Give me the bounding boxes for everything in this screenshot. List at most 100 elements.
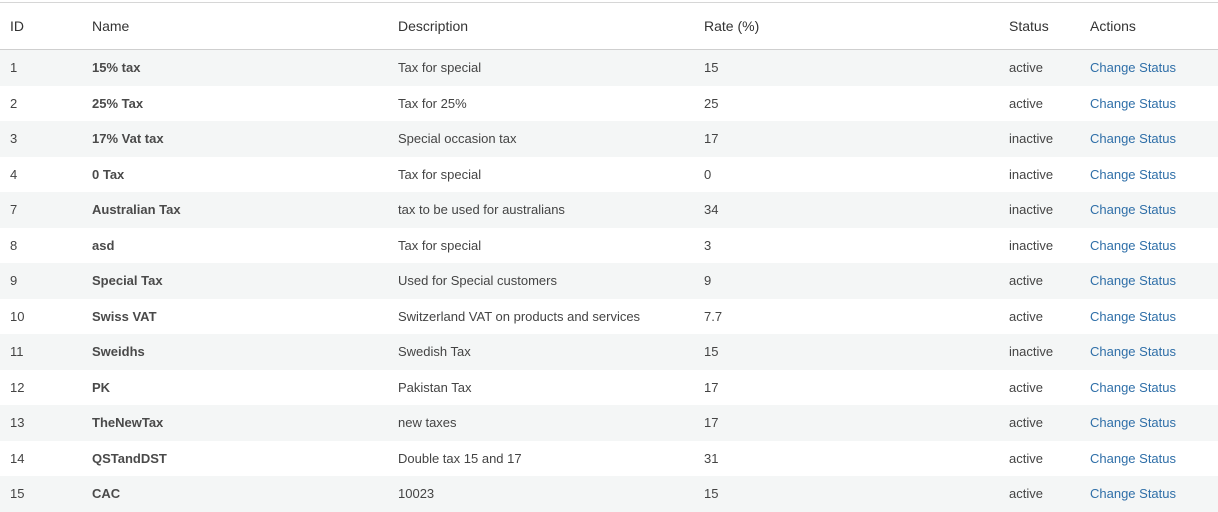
description-cell: Special occasion tax [388,121,694,157]
description-cell: Double tax 15 and 17 [398,450,522,466]
actions-cell: Change Status [1080,476,1218,512]
name-cell: Sweidhs [82,334,388,370]
rate-cell: 25 [704,95,719,111]
rate-cell: 17 [694,121,999,157]
status-cell: active [1009,379,1043,395]
actions-cell: Change Status [1080,370,1218,406]
name-cell: 25% Tax [92,95,144,111]
change-status-link[interactable]: Change Status [1090,166,1177,182]
status-cell: active [999,405,1080,441]
change-status-link[interactable]: Change Status [1090,415,1177,431]
description-cell: new taxes [388,405,694,441]
name-cell: 0 Tax [92,166,125,182]
rate-cell: 0 [704,166,712,182]
name-cell: asd [92,237,115,253]
table-row: 1 15% tax Tax for special 15 active Change St… [0,49,1218,86]
status-cell: active [1009,450,1043,466]
actions-cell: Change Status [1080,334,1218,370]
column-header: Actions [1080,3,1218,50]
actions-cell: Change Status [1080,405,1218,441]
column-header: Name [82,3,388,50]
change-status-link[interactable]: Change Status [1090,379,1177,395]
name-cell: QSTandDST [92,450,167,466]
rate-cell: 34 [694,192,999,228]
change-status-link[interactable]: Change Status [1090,450,1177,466]
id-cell: 14 [10,450,25,466]
column-header: Description [388,3,694,50]
change-status-link[interactable]: Change Status [1090,95,1177,111]
id-cell: 2 [10,95,18,111]
rate-cell: 9 [694,263,999,299]
id-cell: 15 [0,476,82,512]
column-header: ID [0,3,82,50]
table-row: 14 QSTandDST Double tax 15 and 17 31 active C… [0,441,1218,477]
table-row: 11 Sweidhs Swedish Tax 15 inactive Change Sta… [0,334,1218,370]
rate-cell: 15 [694,49,999,86]
rate-cell: 7.7 [704,308,723,324]
table-row: 2 25% Tax Tax for 25% 25 active Change Status [0,86,1218,122]
description-cell: 10023 [388,476,694,512]
description-cell: tax to be used for australians [388,192,694,228]
table-row: 13 TheNewTax new taxes 17 active Change Statu… [0,405,1218,441]
change-status-link[interactable]: Change Status [1090,237,1177,253]
name-cell: PK [92,379,111,395]
table-row: 9 Special Tax Used for Special customers 9 a… [0,263,1218,299]
id-cell: 8 [10,237,18,253]
name-cell: Swiss VAT [92,308,157,324]
status-cell: active [1009,95,1043,111]
id-cell: 4 [10,166,18,182]
description-cell: Tax for special [388,49,694,86]
description-cell: Swedish Tax [388,334,694,370]
tax-table: ID Name Description Rate (%) Status Actions 1… [0,3,1218,512]
name-cell: Special Tax [82,263,388,299]
rate-cell: 15 [694,334,999,370]
id-cell: 11 [0,334,82,370]
status-cell: active [999,476,1080,512]
rate-cell: 17 [694,405,999,441]
status-cell: inactive [1009,237,1054,253]
status-cell: active [999,263,1080,299]
name-cell: Australian Tax [82,192,388,228]
table-row: 4 0 Tax Tax for special 0 inactive Change Sta… [0,157,1218,193]
name-cell: 15% tax [82,49,388,86]
actions-cell: Change Status [1080,299,1218,335]
id-cell: 1 [0,49,82,86]
id-cell: 7 [0,192,82,228]
status-cell: inactive [999,334,1080,370]
change-status-link[interactable]: Change Status [1090,486,1177,502]
id-cell: 12 [10,379,25,395]
actions-cell: Change Status [1080,192,1218,228]
description-cell: Switzerland VAT on products and services [398,308,641,324]
id-cell: 3 [0,121,82,157]
table-row: 15 CAC 10023 15 active Change Status [0,476,1218,512]
description-cell: Pakistan Tax [398,379,472,395]
name-cell: 17% Vat tax [82,121,388,157]
actions-cell: Change Status [1080,157,1218,193]
change-status-link[interactable]: Change Status [1090,131,1177,147]
change-status-link[interactable]: Change Status [1090,202,1177,218]
rate-cell: 31 [704,450,719,466]
table-row: 3 17% Vat tax Special occasion tax 17 inacti… [0,121,1218,157]
rate-cell: 17 [704,379,719,395]
actions-cell: Change Status [1080,263,1218,299]
status-cell: active [1009,308,1043,324]
actions-cell: Change Status [1080,121,1218,157]
description-cell: Used for Special customers [388,263,694,299]
status-cell: inactive [999,121,1080,157]
actions-cell: Change Status [1080,49,1218,86]
rate-cell: 15 [694,476,999,512]
header-row: ID Name Description Rate (%) Status Actions [0,3,1218,50]
change-status-link[interactable]: Change Status [1090,344,1177,360]
actions-cell: Change Status [1080,228,1218,264]
table-row: 8 asd Tax for special 3 inactive Change Statu… [0,228,1218,264]
description-cell: Tax for special [398,166,482,182]
change-status-link[interactable]: Change Status [1090,308,1177,324]
status-cell: active [999,49,1080,86]
actions-cell: Change Status [1080,441,1218,477]
change-status-link[interactable]: Change Status [1090,273,1177,289]
change-status-link[interactable]: Change Status [1090,60,1177,76]
status-cell: inactive [999,192,1080,228]
description-cell: Tax for special [398,237,482,253]
